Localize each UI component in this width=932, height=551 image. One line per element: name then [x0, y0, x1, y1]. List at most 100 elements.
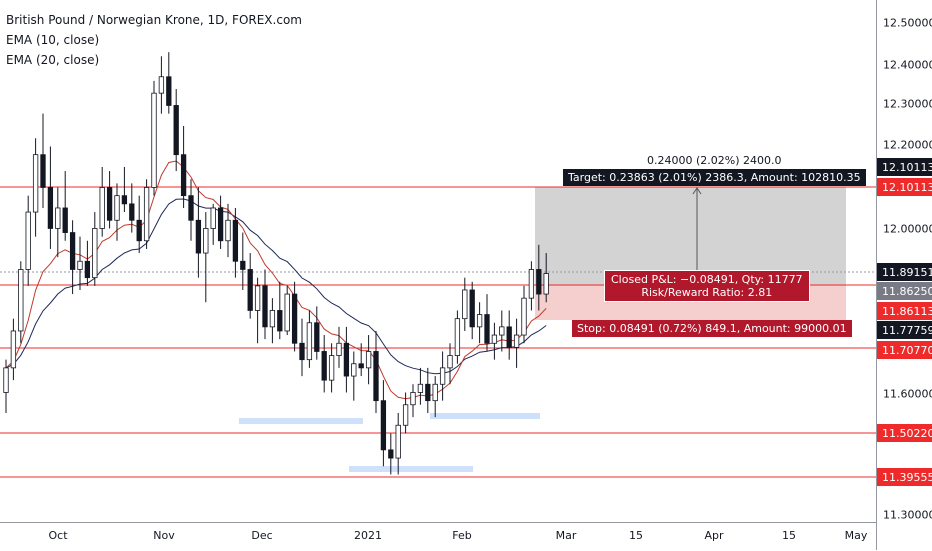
candle-body[interactable] [129, 203, 135, 221]
candle-body[interactable] [528, 269, 535, 299]
target-arrow-head [692, 187, 702, 195]
candle-body[interactable] [447, 355, 453, 369]
candle-body[interactable] [151, 92, 157, 188]
candle-body[interactable] [232, 219, 239, 262]
time-label: Feb [452, 529, 472, 542]
candle-body[interactable] [410, 392, 416, 406]
candle-body[interactable] [99, 187, 105, 229]
candle-body[interactable] [432, 383, 438, 402]
candle-body[interactable] [18, 269, 24, 332]
candle-body[interactable] [536, 269, 542, 295]
candle-body[interactable] [336, 342, 342, 356]
ema-10-label[interactable]: EMA (10, close) [6, 33, 100, 47]
candle-body[interactable] [291, 293, 298, 344]
candle-body[interactable] [454, 318, 461, 356]
candle-body[interactable] [195, 219, 202, 254]
candle-body[interactable] [25, 211, 31, 270]
candle-body[interactable] [351, 363, 357, 377]
candle-body[interactable] [321, 351, 327, 381]
candle-body[interactable] [92, 228, 98, 279]
candle-body[interactable] [513, 334, 520, 348]
price-scale[interactable]: 12.50000 12.40000 12.30000 12.20000 12.0… [876, 0, 932, 550]
support-zone-3 [349, 466, 473, 472]
candle-body[interactable] [158, 76, 165, 94]
candle-body[interactable] [247, 269, 253, 311]
candle-body[interactable] [254, 285, 261, 311]
candle-body[interactable] [417, 383, 424, 393]
candle-body[interactable] [343, 342, 350, 377]
symbol-title[interactable]: British Pound / Norwegian Krone, 1D, FOR… [6, 13, 302, 27]
candle-body[interactable] [3, 367, 9, 393]
candle-body[interactable] [69, 232, 76, 270]
price-tick: 12.30000 [883, 97, 932, 111]
candle-body[interactable] [10, 330, 17, 369]
candle-body[interactable] [521, 297, 527, 336]
candle-body[interactable] [365, 351, 372, 369]
support-zone-2 [430, 413, 540, 419]
candle-body[interactable] [373, 351, 379, 402]
candle-body[interactable] [225, 219, 231, 242]
risk-reward-line: Risk/Reward Ratio: 2.81 [641, 286, 773, 299]
time-label: Nov [153, 529, 175, 542]
candle-body[interactable] [306, 322, 313, 361]
candle-body[interactable] [180, 154, 187, 197]
candle-body[interactable] [55, 207, 61, 229]
candle-body[interactable] [84, 260, 91, 279]
candle-body[interactable] [106, 187, 113, 221]
measure-diff-label: 0.24000 (2.02%) 2400.0 [647, 154, 782, 167]
candle-body[interactable] [32, 154, 39, 213]
candle-body[interactable] [395, 424, 401, 459]
candle-body[interactable] [328, 355, 335, 381]
candle-body[interactable] [277, 310, 283, 332]
candle-body[interactable] [543, 273, 549, 295]
candle-body[interactable] [40, 154, 46, 188]
candle-body[interactable] [143, 187, 150, 242]
candle-body[interactable] [269, 310, 276, 328]
candle-body[interactable] [210, 207, 216, 229]
time-label: Apr [704, 529, 724, 542]
candle-body[interactable] [217, 207, 224, 242]
candle-body[interactable] [402, 404, 409, 426]
closed-pnl-label: Closed P&L: −0.08491, Qty: 11777 Risk/Re… [604, 270, 810, 302]
candle-body[interactable] [439, 367, 446, 385]
ema-20-label[interactable]: EMA (20, close) [6, 53, 100, 67]
candle-body[interactable] [388, 449, 394, 459]
candle-body[interactable] [476, 314, 483, 328]
time-label: Oct [48, 529, 68, 542]
candle-body[interactable] [188, 195, 194, 221]
candle-body[interactable] [173, 105, 179, 156]
price-tag: 11.70770 [877, 341, 932, 359]
candle-body[interactable] [380, 400, 387, 451]
candle-body[interactable] [314, 322, 320, 352]
price-tag: 11.77759 [877, 321, 932, 339]
candle-body[interactable] [240, 260, 246, 270]
price-tag: 11.89151 [877, 263, 932, 281]
candle-body[interactable] [62, 207, 68, 233]
price-chart[interactable] [0, 0, 876, 522]
time-label: Mar [555, 529, 577, 542]
candle-body[interactable] [469, 289, 475, 328]
candle-body[interactable] [203, 228, 209, 254]
candle-body[interactable] [299, 342, 305, 361]
candle-body[interactable] [114, 195, 120, 221]
candle-body[interactable] [425, 383, 431, 402]
candle-body[interactable] [499, 326, 505, 336]
target-label: Target: 0.23863 (2.01%) 2386.3, Amount: … [563, 169, 866, 186]
candle-body[interactable] [484, 314, 490, 344]
candle-body[interactable] [358, 363, 364, 369]
candle-body[interactable] [121, 195, 128, 205]
candle-body[interactable] [166, 76, 172, 106]
candle-body[interactable] [462, 289, 468, 320]
candle-body[interactable] [136, 219, 142, 242]
candle-body[interactable] [284, 293, 290, 332]
price-tag: 11.50220 [877, 424, 932, 442]
candle-body[interactable] [506, 326, 512, 348]
price-tick: 12.20000 [883, 138, 932, 152]
profit-zone [535, 187, 846, 286]
candle-body[interactable] [47, 187, 54, 229]
price-tag: 12.10113 [877, 158, 932, 176]
candle-body[interactable] [262, 285, 268, 328]
candle-body[interactable] [77, 260, 83, 270]
candle-body[interactable] [491, 334, 498, 344]
time-axis[interactable]: Oct Nov Dec 2021 Feb Mar 15 Apr 15 May [0, 522, 876, 551]
